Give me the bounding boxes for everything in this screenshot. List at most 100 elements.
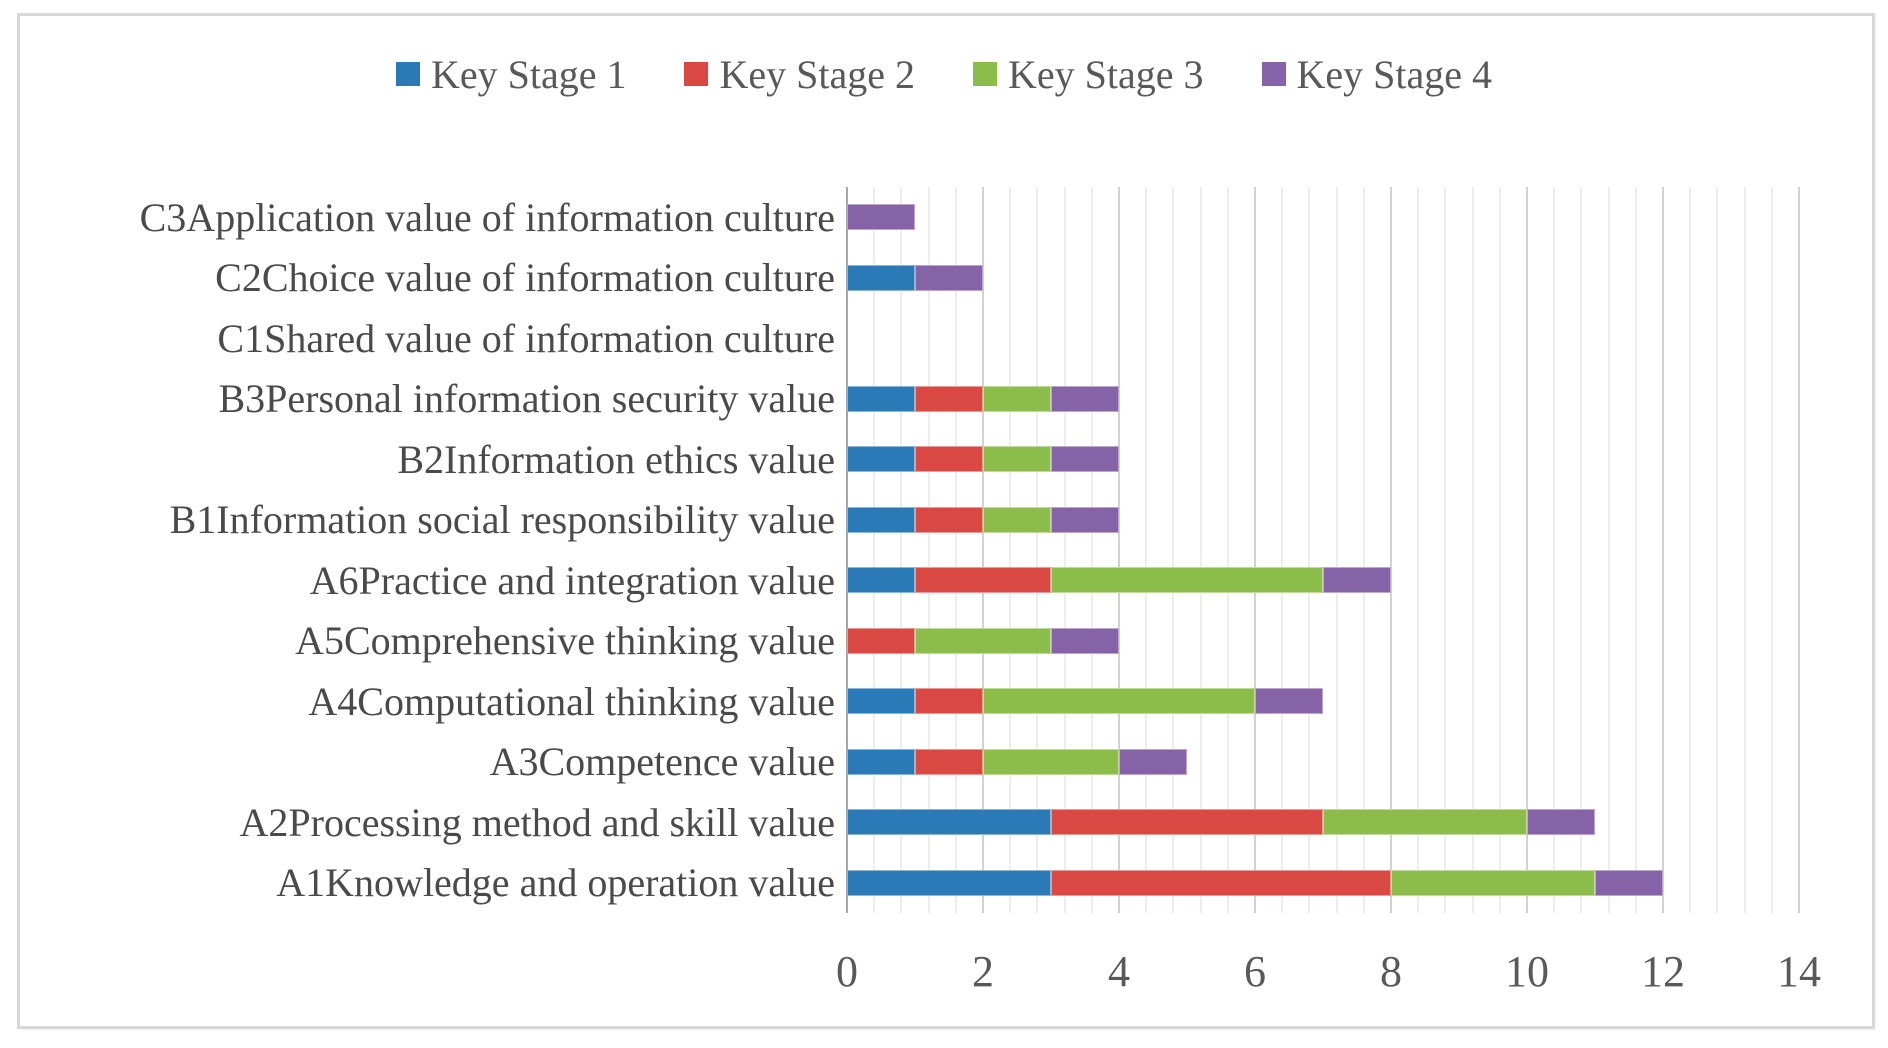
y-axis-line — [846, 187, 848, 913]
minor-gridline — [1471, 187, 1474, 913]
plot-area — [846, 187, 1800, 913]
bar-segment — [915, 627, 1051, 654]
major-gridline — [1118, 187, 1120, 913]
category-label: C2Choice value of information culture — [215, 255, 835, 301]
bar-row — [847, 809, 1799, 836]
bar-row — [847, 567, 1799, 594]
legend-item: Key Stage 2 — [684, 51, 915, 98]
bar-segment — [1391, 869, 1595, 896]
bar-segment — [847, 809, 1051, 836]
bar-row — [847, 264, 1799, 291]
bar-segment — [847, 385, 915, 412]
category-label: C3Application value of information cultu… — [139, 194, 835, 240]
minor-gridline — [1362, 187, 1365, 913]
bar-row — [847, 506, 1799, 533]
legend-item: Key Stage 3 — [973, 51, 1204, 98]
major-gridline — [1662, 187, 1664, 913]
minor-gridline — [1145, 187, 1148, 913]
minor-gridline — [954, 187, 957, 913]
bar-segment — [1119, 748, 1187, 775]
bar-segment — [847, 869, 1051, 896]
category-label: B2Information ethics value — [397, 436, 835, 482]
bar-segment — [983, 748, 1119, 775]
major-gridline — [982, 187, 984, 913]
minor-gridline — [1172, 187, 1175, 913]
bar-segment — [1051, 809, 1323, 836]
bar-segment — [983, 688, 1255, 715]
minor-gridline — [1553, 187, 1556, 913]
minor-gridline — [1090, 187, 1093, 913]
bar-segment — [915, 567, 1051, 594]
bar-segment — [915, 446, 983, 473]
bar-segment — [1323, 567, 1391, 594]
bar-segment — [915, 264, 983, 291]
bar-segment — [983, 446, 1051, 473]
minor-gridline — [900, 187, 903, 913]
bar-segment — [847, 627, 915, 654]
bar-segment — [847, 264, 915, 291]
bar-segment — [1255, 688, 1323, 715]
minor-gridline — [1281, 187, 1284, 913]
major-gridline — [1390, 187, 1392, 913]
bar-segment — [983, 385, 1051, 412]
bar-row — [847, 325, 1799, 351]
bar-segment — [847, 748, 915, 775]
minor-gridline — [1308, 187, 1311, 913]
minor-gridline — [1498, 187, 1501, 913]
legend-swatch-icon — [973, 62, 997, 86]
legend-item: Key Stage 1 — [395, 51, 626, 98]
minor-gridline — [1580, 187, 1583, 913]
bar-segment — [915, 688, 983, 715]
category-label: A3Competence value — [489, 739, 835, 785]
legend-label: Key Stage 4 — [1296, 51, 1493, 97]
minor-gridline — [1607, 187, 1610, 913]
minor-gridline — [1199, 187, 1202, 913]
minor-gridline — [1743, 187, 1746, 913]
bar-segment — [1051, 506, 1119, 533]
bar-row — [847, 748, 1799, 775]
bar-segment — [983, 506, 1051, 533]
minor-gridline — [1716, 187, 1719, 913]
minor-gridline — [1770, 187, 1773, 913]
y-axis-category-labels: C3Application value of information cultu… — [25, 187, 835, 913]
minor-gridline — [873, 187, 876, 913]
major-gridline — [1798, 187, 1800, 913]
bar-segment — [1527, 809, 1595, 836]
minor-gridline — [1009, 187, 1012, 913]
legend-swatch-icon — [684, 62, 709, 86]
bar-segment — [847, 204, 915, 231]
legend-swatch-icon — [395, 62, 420, 86]
minor-gridline — [1634, 187, 1637, 913]
legend-label: Key Stage 3 — [1008, 51, 1204, 97]
bar-segment — [1051, 385, 1119, 412]
bar-segment — [847, 506, 915, 533]
bar-row — [847, 869, 1799, 896]
minor-gridline — [1036, 187, 1039, 913]
bar-segment — [915, 748, 983, 775]
major-gridline — [1254, 187, 1256, 913]
bar-segment — [915, 385, 983, 412]
category-label: B1Information social responsibility valu… — [169, 497, 835, 543]
minor-gridline — [1063, 187, 1066, 913]
bar-segment — [1323, 809, 1527, 836]
bar-segment — [1051, 869, 1391, 896]
bar-segment — [847, 688, 915, 715]
bar-row — [847, 204, 1799, 231]
minor-gridline — [927, 187, 930, 913]
bar-segment — [847, 567, 915, 594]
category-label: A2Processing method and skill value — [239, 799, 835, 845]
bar-segment — [1051, 627, 1119, 654]
category-label: B3Personal information security value — [218, 376, 835, 422]
bar-segment — [1051, 446, 1119, 473]
bar-segment — [1051, 567, 1323, 594]
category-label: A4Computational thinking value — [308, 678, 835, 724]
minor-gridline — [1444, 187, 1447, 913]
chart-legend: Key Stage 1 Key Stage 2 Key Stage 3 Key Sta… — [0, 48, 1888, 100]
legend-item: Key Stage 4 — [1261, 51, 1493, 98]
category-label: A1Knowledge and operation value — [276, 860, 835, 906]
legend-label: Key Stage 2 — [719, 51, 915, 97]
minor-gridline — [1417, 187, 1420, 913]
bar-row — [847, 627, 1799, 654]
legend-swatch-icon — [1261, 62, 1286, 86]
minor-gridline — [1335, 187, 1338, 913]
